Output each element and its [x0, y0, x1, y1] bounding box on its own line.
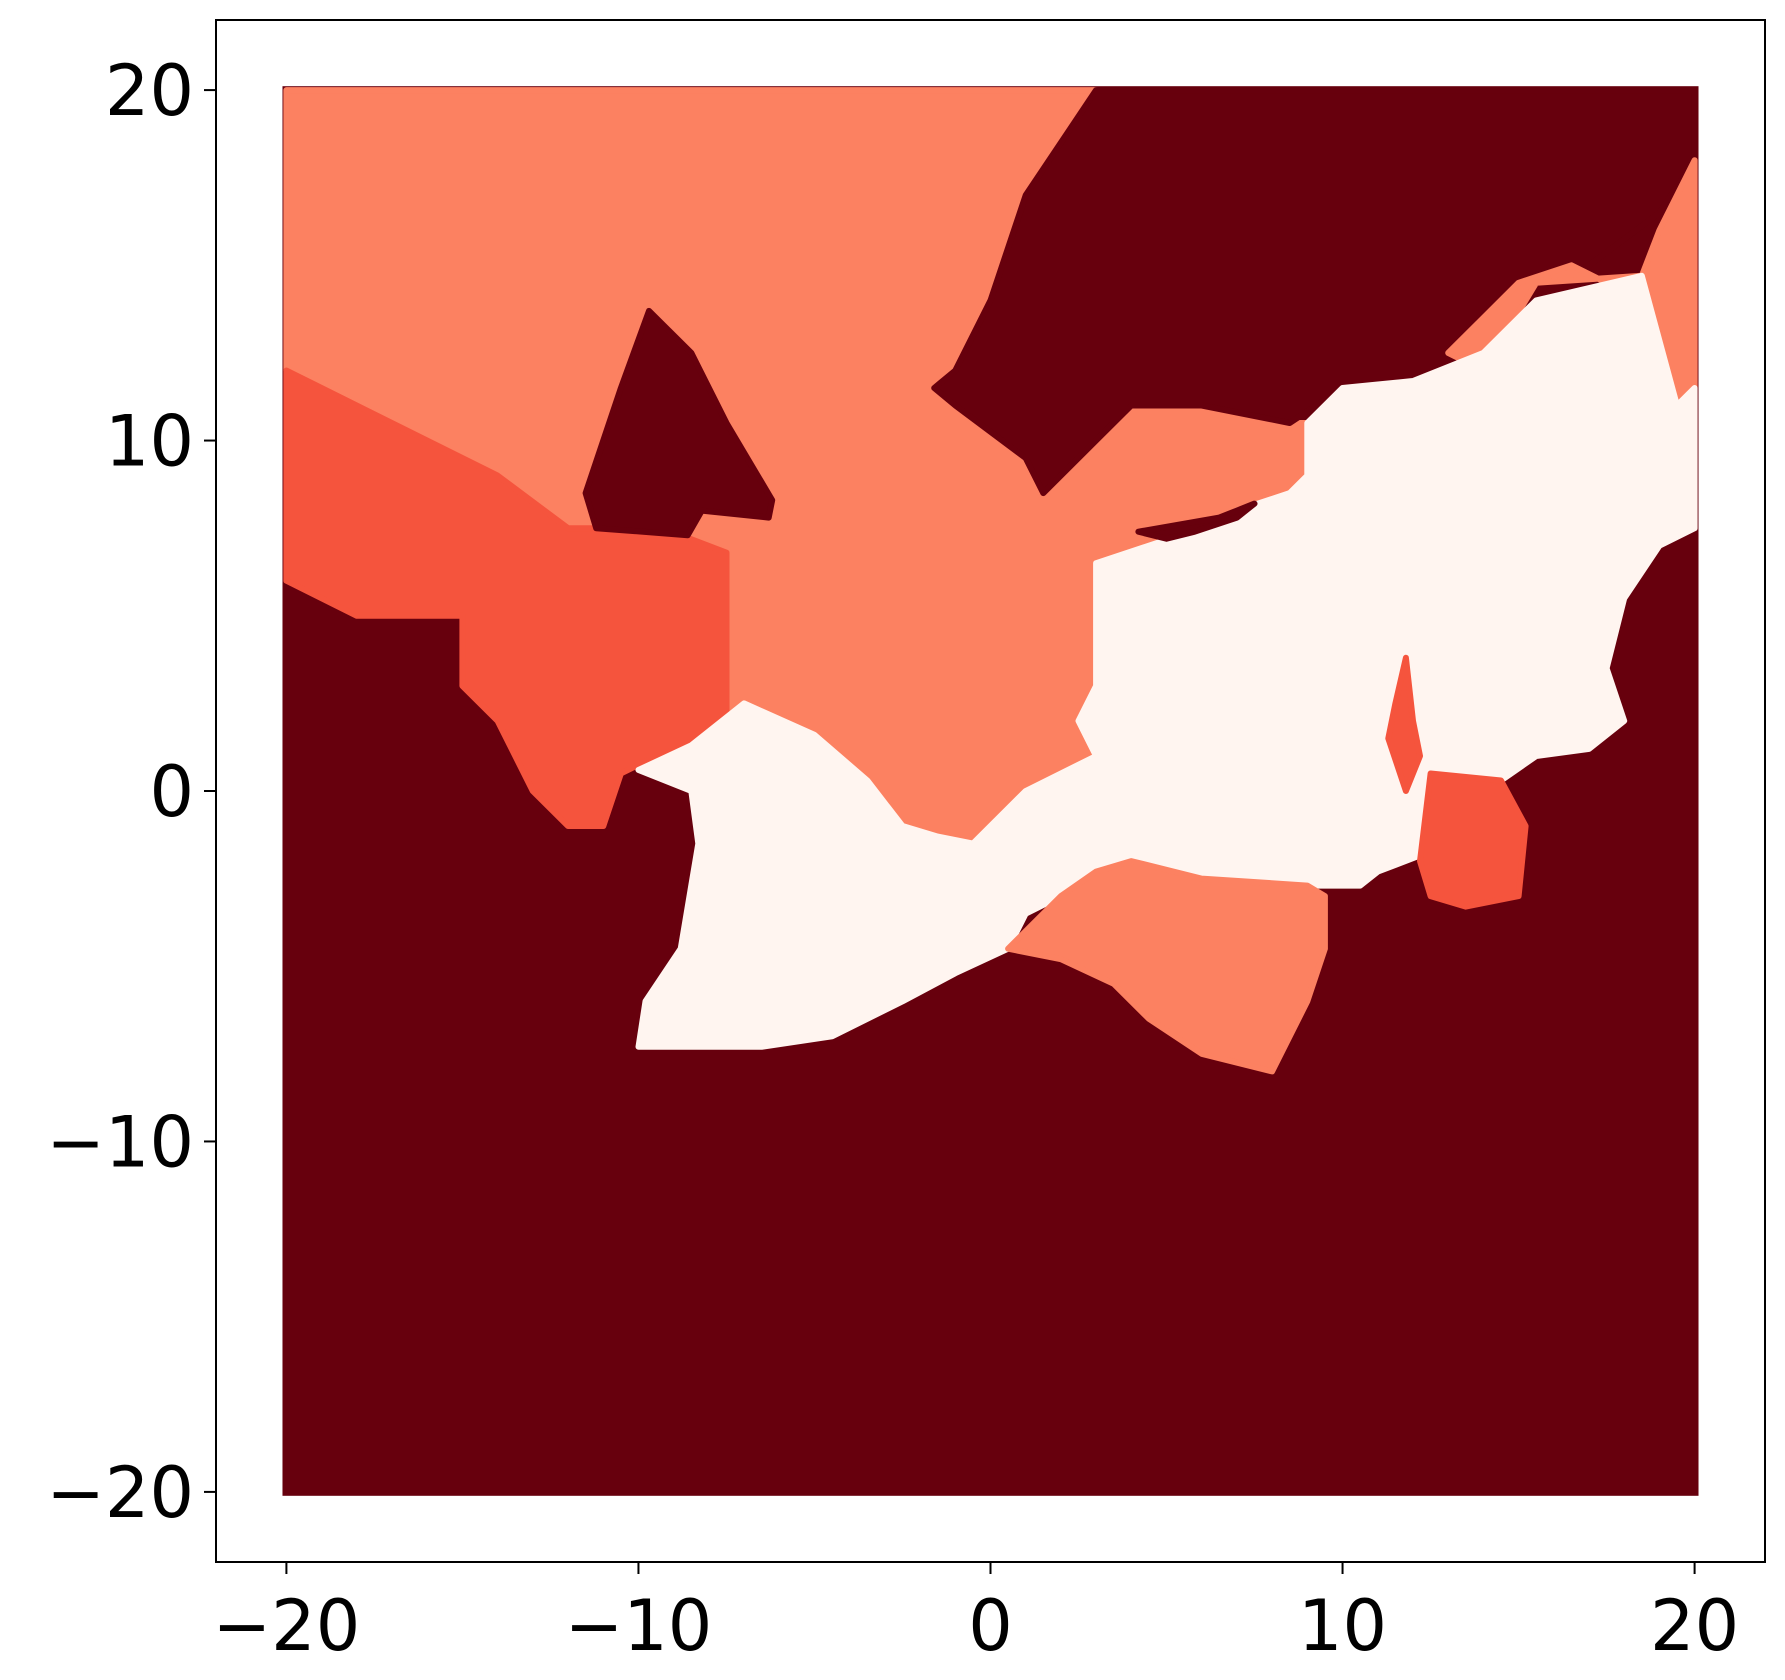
x-tick-label: −10 — [565, 1585, 713, 1667]
x-tick-label: 20 — [1650, 1585, 1739, 1667]
region-3 — [931, 87, 1698, 497]
region-2 — [582, 307, 776, 539]
x-tick-label: 0 — [968, 1585, 1013, 1667]
y-axis: 20 10 0 −10 −20 — [46, 50, 216, 1534]
region-9 — [1135, 500, 1258, 542]
region-7 — [1385, 654, 1423, 794]
y-tick-label: 0 — [149, 751, 194, 833]
y-tick-label: −10 — [46, 1101, 194, 1183]
region-8 — [1005, 858, 1328, 1075]
y-tick-label: −20 — [46, 1452, 194, 1534]
y-tick-label: 10 — [105, 401, 194, 483]
region-5 — [635, 272, 1698, 1050]
class-regions — [282, 86, 1699, 1496]
y-tick-label: 20 — [105, 50, 194, 132]
x-tick-label: 10 — [1298, 1585, 1387, 1667]
x-axis: −20 −10 0 10 20 — [213, 1562, 1739, 1667]
x-tick-label: −20 — [213, 1585, 361, 1667]
region-6 — [1417, 770, 1529, 910]
